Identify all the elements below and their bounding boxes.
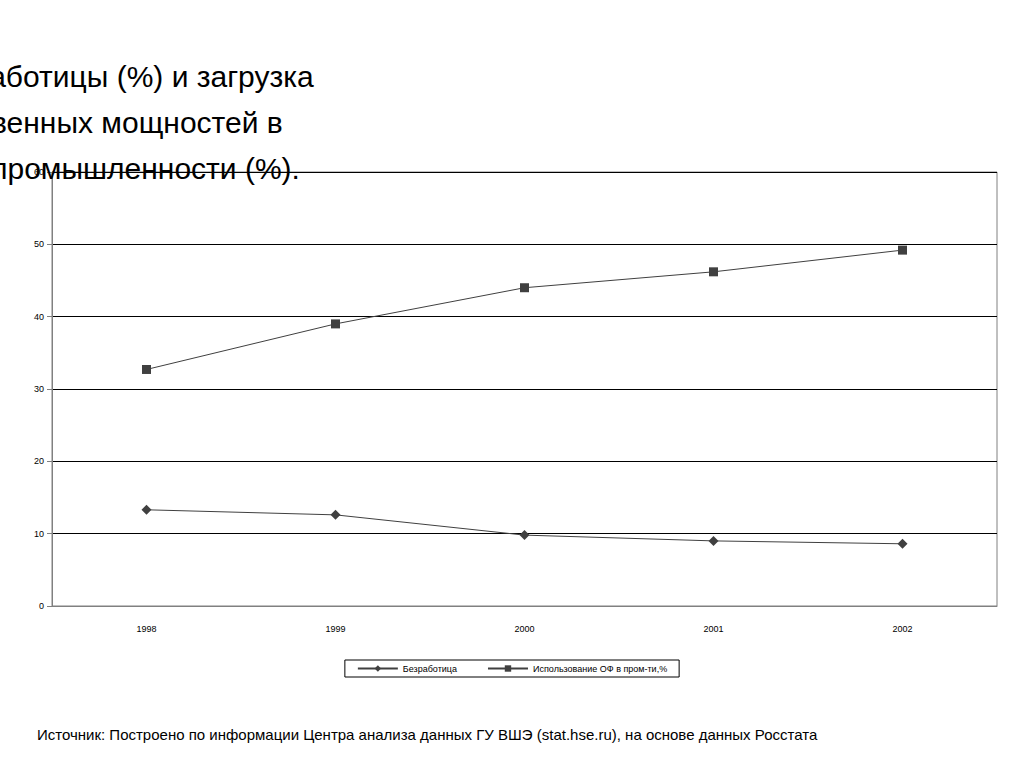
svg-text:российской промышленности (%).: российской промышленности (%). — [0, 152, 300, 185]
svg-text:Уровень безработицы (%) и загр: Уровень безработицы (%) и загрузка — [0, 60, 322, 93]
svg-text:Источник: Построено по информа: Источник: Построено по информации Центра… — [37, 726, 818, 743]
svg-text:50: 50 — [34, 239, 44, 249]
svg-text:10: 10 — [34, 529, 44, 539]
svg-text:30: 30 — [34, 384, 44, 394]
svg-text:Безработица: Безработица — [403, 664, 457, 674]
svg-text:2000: 2000 — [514, 624, 534, 634]
svg-text:0: 0 — [39, 601, 44, 611]
svg-text:производственных мощностей в: производственных мощностей в — [0, 106, 291, 139]
svg-text:1999: 1999 — [325, 624, 345, 634]
svg-text:2001: 2001 — [703, 624, 723, 634]
svg-text:1998: 1998 — [136, 624, 156, 634]
svg-text:2002: 2002 — [892, 624, 912, 634]
svg-text:Использование ОФ в пром-ти,%: Использование ОФ в пром-ти,% — [533, 664, 667, 674]
svg-text:20: 20 — [34, 456, 44, 466]
svg-text:40: 40 — [34, 312, 44, 322]
